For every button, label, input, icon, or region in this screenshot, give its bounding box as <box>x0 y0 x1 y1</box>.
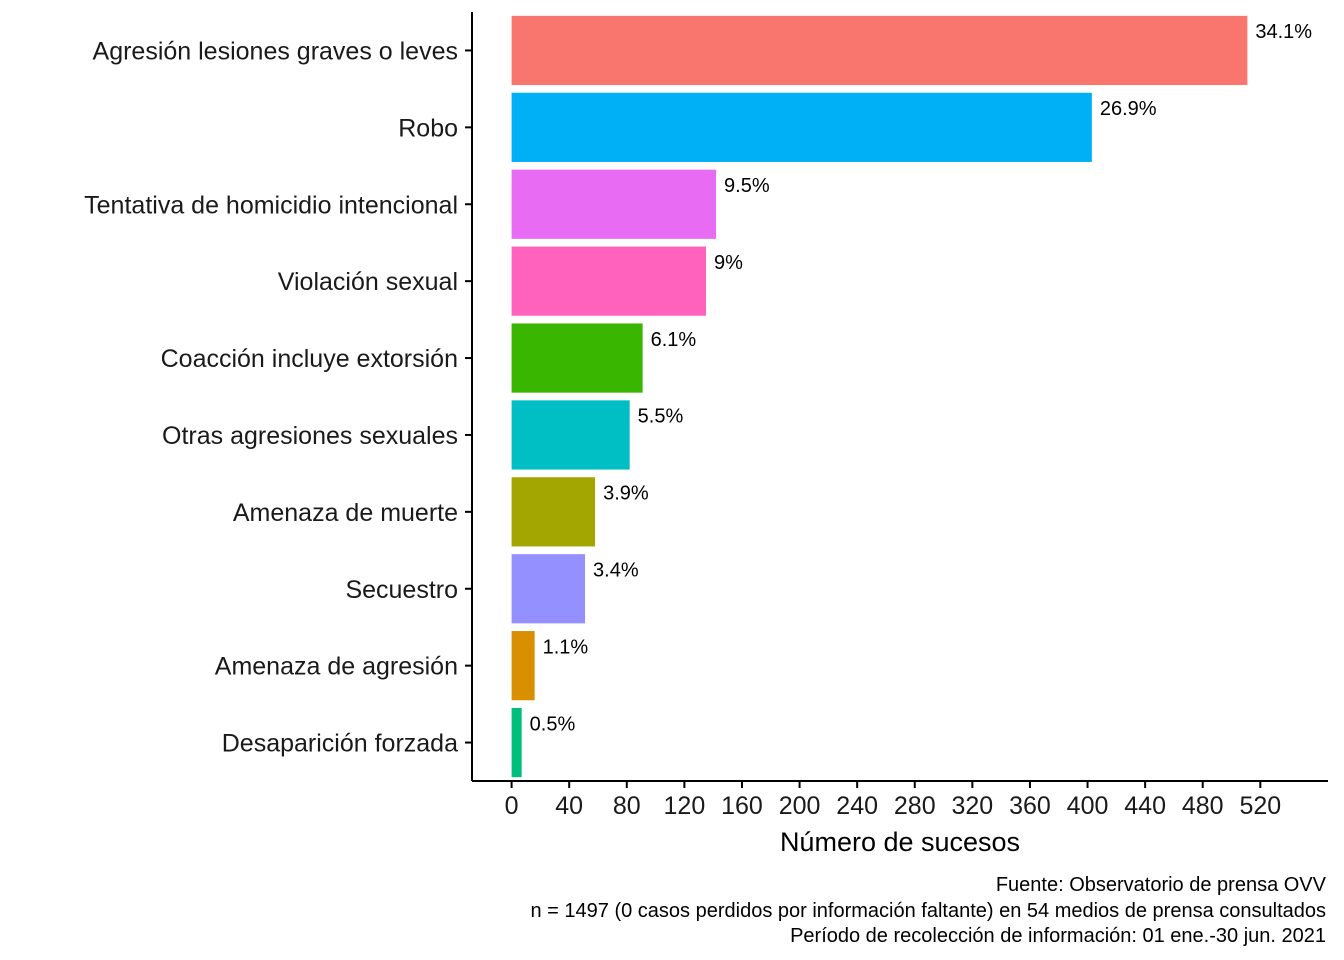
x-tick-label-13: 520 <box>1239 792 1281 820</box>
x-tick-label-10: 400 <box>1067 792 1109 820</box>
category-label-2: Tentativa de homicidio intencional <box>84 191 458 219</box>
category-label-0: Agresión lesiones graves o leves <box>93 37 458 65</box>
category-label-1: Robo <box>398 114 458 142</box>
category-label-6: Amenaza de muerte <box>233 499 458 527</box>
x-tick-label-0: 0 <box>505 792 519 820</box>
x-axis-title: Número de sucesos <box>780 827 1020 857</box>
bar-4 <box>511 323 643 393</box>
data-label-3: 9% <box>714 252 743 274</box>
bars-group <box>511 15 1248 778</box>
data-label-8: 1.1% <box>543 636 589 658</box>
bar-6 <box>511 477 596 547</box>
x-tick-label-1: 40 <box>555 792 583 820</box>
data-label-0: 34.1% <box>1255 21 1312 43</box>
data-labels-group: 34.1% 26.9% 9.5% 9% 6.1% 5.5% 3.9% 3.4% 1.1% 0.5% <box>530 21 1313 735</box>
data-label-7: 3.4% <box>593 560 639 582</box>
x-tick-label-12: 480 <box>1182 792 1224 820</box>
category-label-3: Violación sexual <box>278 268 458 296</box>
x-tick-label-2: 80 <box>613 792 641 820</box>
bar-5 <box>511 400 630 470</box>
caption-source: Fuente: Observatorio de prensa OVV <box>996 874 1327 896</box>
bar-0 <box>511 15 1248 86</box>
bar-1 <box>511 92 1092 162</box>
bar-3 <box>511 246 706 316</box>
category-label-5: Otras agresiones sexuales <box>162 422 458 450</box>
x-tick-label-4: 160 <box>721 792 763 820</box>
bar-8 <box>511 631 535 701</box>
category-label-9: Desaparición forzada <box>222 730 458 758</box>
data-label-5: 5.5% <box>638 406 684 428</box>
x-tick-label-7: 280 <box>894 792 936 820</box>
x-tick-label-5: 200 <box>779 792 821 820</box>
x-tick-label-11: 440 <box>1124 792 1166 820</box>
data-label-1: 26.9% <box>1100 98 1157 120</box>
bar-9 <box>511 707 522 778</box>
x-tick-label-3: 120 <box>664 792 706 820</box>
x-ticks-group: 0 40 80 120 160 200 240 280 320 360 400 440 480 520 <box>505 781 1281 820</box>
category-label-7: Secuestro <box>345 576 458 604</box>
y-ticks-group <box>465 49 472 744</box>
category-labels-group: Agresión lesiones graves o leves Robo Tent… <box>84 37 458 757</box>
caption-period: Período de recolección de información: 0… <box>790 925 1326 947</box>
data-label-9: 0.5% <box>530 713 576 735</box>
category-label-4: Coacción incluye extorsión <box>161 345 458 373</box>
caption-group: Fuente: Observatorio de prensa OVV n = 1… <box>531 874 1327 947</box>
data-label-6: 3.9% <box>603 483 649 505</box>
data-label-4: 6.1% <box>651 329 697 351</box>
bar-2 <box>511 169 717 239</box>
x-tick-label-6: 240 <box>836 792 878 820</box>
bar-7 <box>511 554 586 624</box>
category-label-8: Amenaza de agresión <box>215 653 458 681</box>
x-tick-label-9: 360 <box>1009 792 1051 820</box>
data-label-2: 9.5% <box>724 175 770 197</box>
caption-sample: n = 1497 (0 casos perdidos por informaci… <box>531 900 1327 922</box>
x-tick-label-8: 320 <box>951 792 993 820</box>
